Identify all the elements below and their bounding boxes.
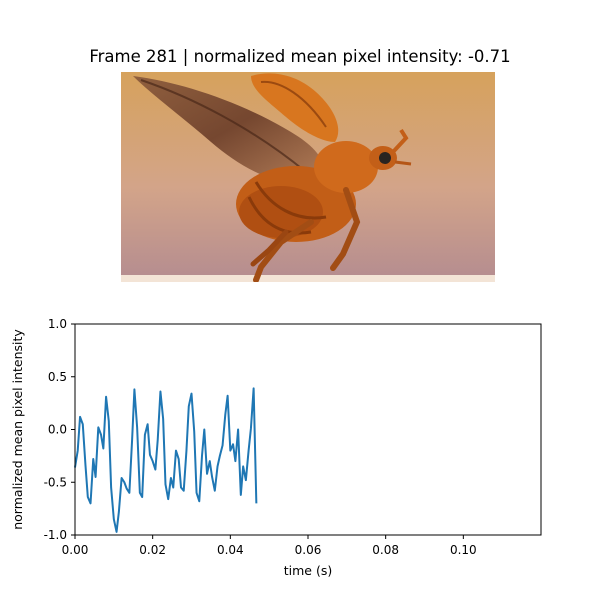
y-tick-label-3: 0.5: [48, 370, 67, 384]
plot-frame: [74, 323, 542, 536]
title-separator: |: [182, 47, 189, 66]
frame-title: Frame 281 | normalized mean pixel intens…: [0, 47, 600, 66]
x-tick-label-4: 0.08: [372, 543, 399, 557]
y-tick-label-2: 0.0: [48, 423, 67, 437]
y-tick-label-4: 1.0: [48, 317, 67, 331]
beetle-photo: [121, 72, 495, 282]
metric-label: normalized mean pixel intensity:: [193, 47, 463, 66]
x-tick-label-3: 0.06: [295, 543, 322, 557]
x-tick-label-5: 0.10: [450, 543, 477, 557]
x-tick-label-0: 0.00: [62, 543, 89, 557]
video-frame: [121, 72, 495, 282]
series-line-0: [74, 387, 258, 533]
x-tick-label-1: 0.02: [139, 543, 166, 557]
frame-number: 281: [146, 47, 178, 66]
y-tick-label-0: -1.0: [44, 528, 67, 542]
y-axis-label: normalized mean pixel intensity: [10, 329, 25, 530]
metric-value: -0.71: [467, 47, 511, 66]
x-axis-label: time (s): [284, 563, 332, 578]
x-tick-label-2: 0.04: [217, 543, 244, 557]
y-tick-label-1: -0.5: [44, 475, 67, 489]
frame-label: Frame: [89, 47, 141, 66]
